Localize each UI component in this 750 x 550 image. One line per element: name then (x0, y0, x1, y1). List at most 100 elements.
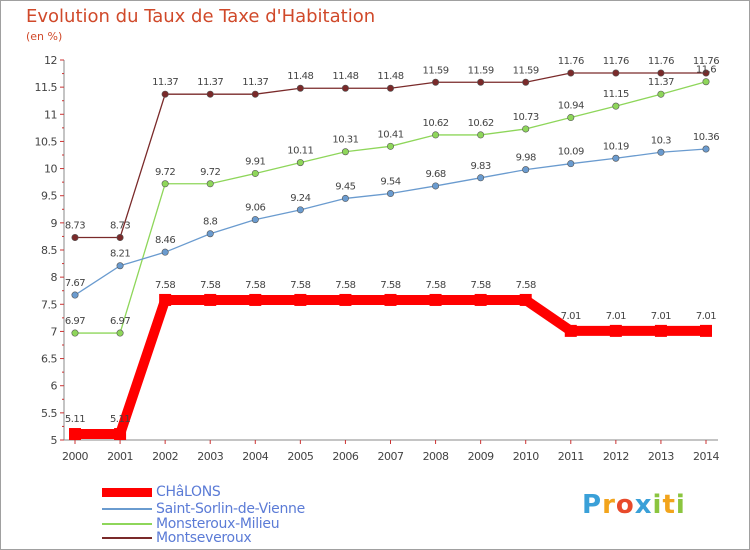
data-point (657, 148, 665, 156)
data-label: 8.73 (110, 221, 130, 232)
data-point (386, 84, 394, 92)
data-label: 11.76 (648, 56, 674, 67)
data-label: 6.97 (110, 316, 130, 327)
data-point (251, 169, 259, 177)
logo-letter: r (602, 490, 616, 520)
y-tick-label: 11 (44, 108, 57, 121)
data-label: 10.09 (558, 147, 584, 158)
data-label: 5.11 (65, 414, 85, 425)
data-point (612, 69, 620, 77)
data-label: 11.37 (152, 77, 178, 88)
data-label: 7.67 (65, 278, 85, 289)
data-point (206, 230, 214, 238)
data-label: 11.37 (242, 77, 268, 88)
logo-letter: i (675, 490, 686, 520)
data-point (432, 78, 440, 86)
data-label: 7.58 (200, 280, 220, 291)
chart-title: Evolution du Taux de Taxe d'Habitation (26, 6, 376, 27)
data-point (341, 194, 349, 202)
legend-item: Montseveroux (102, 530, 252, 546)
data-point (702, 78, 710, 86)
data-point (114, 428, 127, 441)
logo-letter: o (615, 490, 635, 520)
proxiti-logo: Proxiti (582, 490, 686, 520)
data-point (341, 84, 349, 92)
legend-swatch (102, 523, 152, 525)
data-label: 11.76 (558, 56, 584, 67)
data-point (206, 90, 214, 98)
x-tick-label: 2014 (693, 450, 719, 463)
x-tick-label: 2007 (378, 450, 404, 463)
y-tick-label: 8 (51, 271, 58, 284)
y-tick-label: 9.5 (41, 190, 57, 203)
y-tick-label: 8.5 (41, 244, 57, 257)
x-tick-label: 2008 (423, 450, 449, 463)
legend-item: Saint-Sorlin-de-Vienne (102, 501, 305, 517)
data-label: 8.21 (110, 249, 130, 260)
legend-swatch (102, 487, 152, 497)
x-tick-label: 2006 (332, 450, 358, 463)
data-label: 11.48 (332, 71, 358, 82)
data-point (251, 216, 259, 224)
x-tick-label: 2009 (468, 450, 494, 463)
data-label: 11.6 (696, 65, 716, 76)
data-point (477, 78, 485, 86)
data-label: 9.24 (290, 193, 310, 204)
data-point (519, 293, 532, 306)
y-tick-label: 7.5 (41, 298, 57, 311)
legend-swatch (102, 537, 152, 539)
data-label: 11.37 (648, 77, 674, 88)
data-label: 9.83 (471, 161, 491, 172)
data-point (432, 182, 440, 190)
data-label: 9.72 (155, 167, 175, 178)
legend-label: Saint-Sorlin-de-Vienne (156, 501, 305, 517)
data-point (432, 131, 440, 139)
data-label: 9.98 (516, 153, 536, 164)
data-label: 11.15 (603, 89, 629, 100)
x-tick-label: 2012 (603, 450, 629, 463)
data-point (339, 293, 352, 306)
x-tick-label: 2001 (107, 450, 133, 463)
data-point (161, 248, 169, 256)
data-point (657, 69, 665, 77)
data-point (522, 78, 530, 86)
chart-subtitle: (en %) (26, 30, 63, 43)
legend-swatch (102, 508, 152, 510)
y-tick-label: 9 (51, 217, 58, 230)
legend-label: CHâLONS (156, 484, 221, 500)
x-tick-label: 2013 (648, 450, 674, 463)
data-point (477, 131, 485, 139)
y-tick-label: 10 (44, 163, 57, 176)
data-point (296, 84, 304, 92)
data-point (161, 90, 169, 98)
data-label: 7.58 (290, 280, 310, 291)
data-point (657, 90, 665, 98)
data-point (567, 160, 575, 168)
x-tick-label: 2003 (197, 450, 223, 463)
data-point (71, 234, 79, 242)
data-point (429, 293, 442, 306)
data-label: 5.11 (110, 414, 130, 425)
data-point (71, 329, 79, 337)
data-point (567, 114, 575, 122)
data-point (116, 262, 124, 270)
data-point (384, 293, 397, 306)
data-label: 10.94 (558, 101, 584, 112)
data-label: 11.59 (423, 65, 449, 76)
data-label: 11.76 (603, 56, 629, 67)
data-label: 10.62 (468, 118, 494, 129)
data-point (612, 154, 620, 162)
logo-letter: x (634, 490, 653, 520)
x-tick-label: 2011 (558, 450, 584, 463)
data-point (204, 293, 217, 306)
data-point (386, 190, 394, 198)
data-point (700, 324, 712, 337)
data-label: 10.11 (287, 146, 313, 157)
logo-letter: P (582, 490, 603, 520)
data-label: 8.8 (203, 217, 218, 228)
data-label: 10.36 (693, 132, 719, 143)
data-label: 10.19 (603, 141, 629, 152)
x-tick-label: 2002 (152, 450, 178, 463)
data-point (296, 159, 304, 167)
data-label: 7.01 (606, 311, 626, 322)
